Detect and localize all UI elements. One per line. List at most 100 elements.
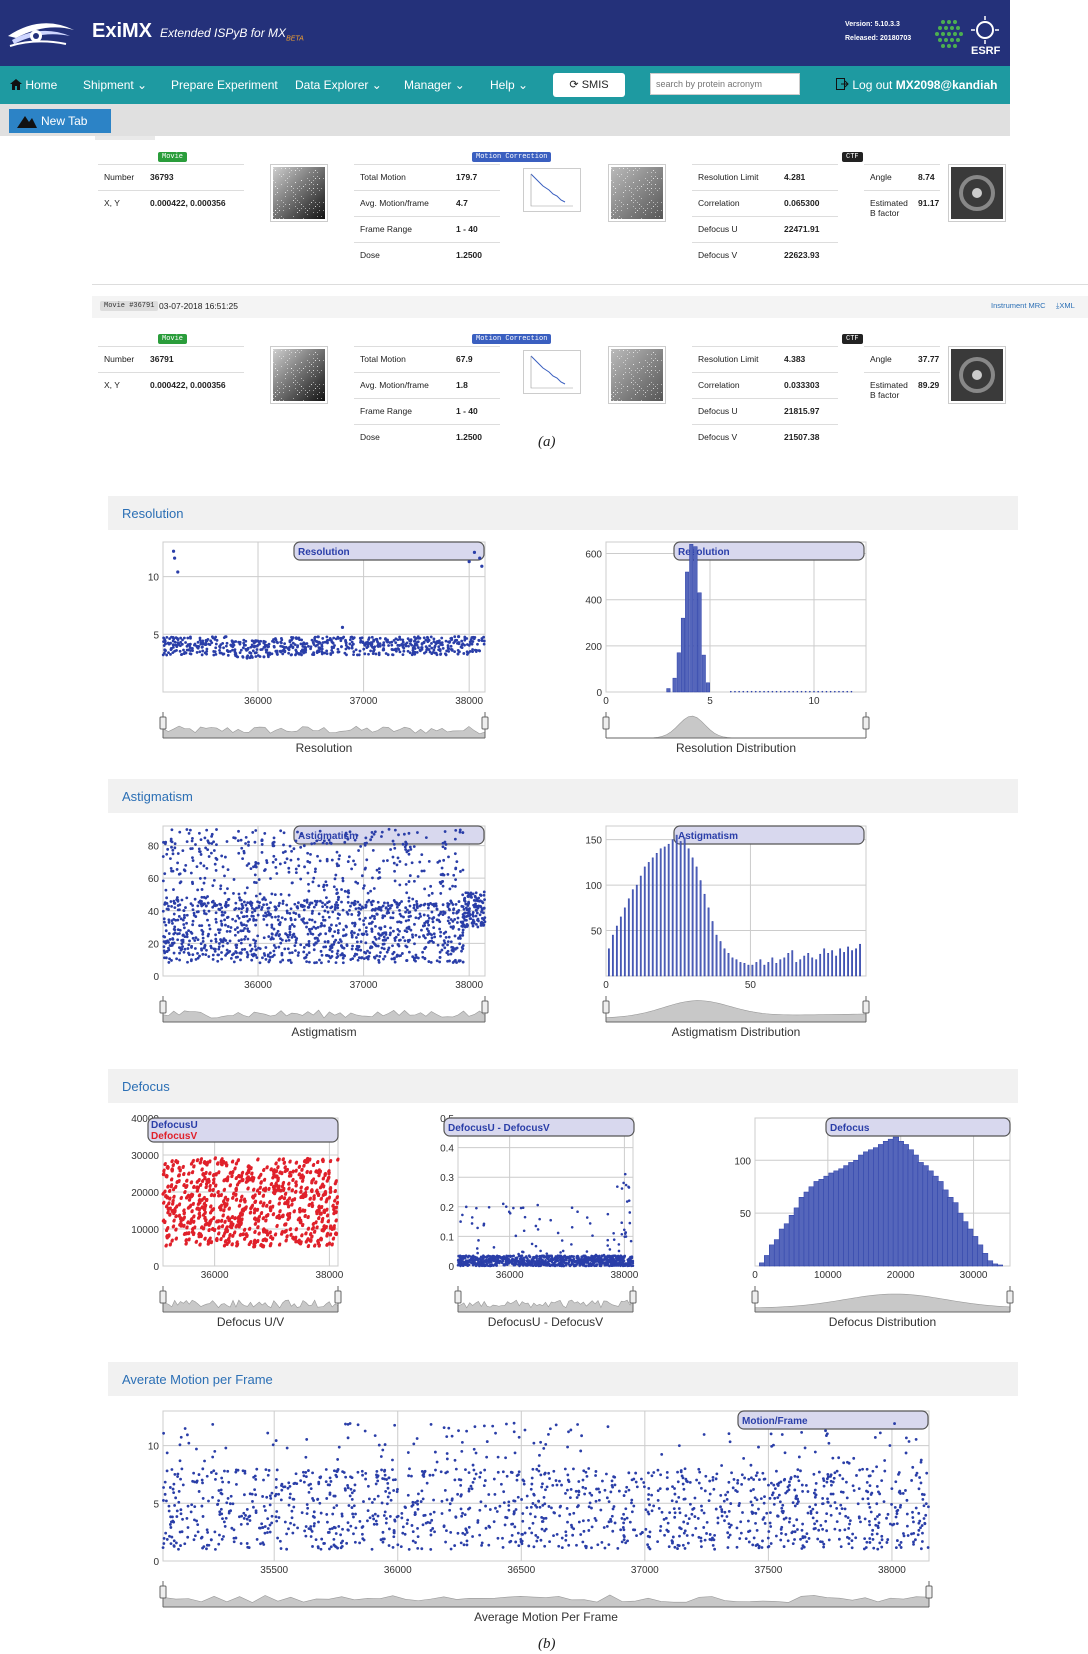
- data-point: [461, 1257, 464, 1260]
- data-point: [243, 947, 247, 951]
- data-point: [390, 903, 394, 907]
- histogram-bar: [783, 957, 786, 977]
- motion-drift-plot[interactable]: [523, 350, 581, 394]
- data-point: [607, 1254, 611, 1258]
- movie-thumbnail[interactable]: [270, 346, 328, 404]
- data-point: [444, 639, 448, 643]
- motion-corrected-thumbnail[interactable]: [608, 346, 666, 404]
- data-point: [578, 1258, 582, 1262]
- ctf-thumbnail[interactable]: [948, 164, 1006, 222]
- ctf-thumbnail[interactable]: [948, 346, 1006, 404]
- data-point: [391, 653, 395, 657]
- data-point: [324, 932, 328, 936]
- data-point: [187, 943, 191, 947]
- data-point: [281, 1214, 285, 1218]
- data-point: [216, 928, 220, 932]
- data-point: [252, 865, 255, 869]
- data-point: [627, 1257, 631, 1261]
- data-point: [165, 1227, 169, 1231]
- nav-prepare-experiment[interactable]: Prepare Experiment: [171, 78, 278, 92]
- nav-home[interactable]: Home: [10, 78, 57, 92]
- data-point: [295, 905, 299, 909]
- data-point: [350, 930, 354, 933]
- data-point: [177, 1174, 181, 1178]
- data-point: [268, 651, 272, 655]
- download-xml-link[interactable]: ⤓XML: [1056, 301, 1075, 310]
- data-point: [356, 933, 360, 936]
- value-resolution-limit: 4.383: [784, 354, 806, 364]
- data-point: [447, 640, 450, 644]
- data-point: [293, 1209, 296, 1213]
- logout-link[interactable]: Log out MX2098@kandiah: [836, 78, 997, 92]
- ctf-badge: CTF: [842, 334, 863, 344]
- motion-corrected-thumbnail[interactable]: [608, 164, 666, 222]
- data-point: [443, 652, 447, 656]
- nav-shipment[interactable]: Shipment ⌄: [83, 78, 148, 92]
- data-point: [592, 1259, 595, 1262]
- data-point: [287, 870, 291, 874]
- data-point: [556, 1231, 560, 1235]
- data-point: [166, 1210, 170, 1214]
- data-point: [461, 913, 465, 916]
- data-point: [393, 900, 397, 904]
- nav-help[interactable]: Help ⌄: [490, 78, 529, 92]
- data-point: [289, 1174, 293, 1178]
- data-point: [562, 1261, 566, 1264]
- data-point: [266, 1232, 270, 1236]
- data-point: [366, 640, 369, 644]
- data-point: [538, 1217, 541, 1221]
- data-point: [203, 1223, 207, 1227]
- data-point: [203, 1175, 207, 1179]
- tab-new-tab[interactable]: New Tab: [9, 109, 111, 133]
- histogram-bar: [675, 834, 678, 977]
- data-point: [322, 1210, 327, 1215]
- data-point: [544, 1263, 548, 1267]
- data-point: [319, 1238, 323, 1242]
- data-point: [181, 918, 185, 922]
- instrument-mrc-link[interactable]: Instrument MRC: [991, 301, 1046, 310]
- data-point: [604, 1255, 607, 1259]
- motion-drift-plot[interactable]: [523, 168, 581, 212]
- data-point: [236, 1219, 240, 1224]
- data-point: [256, 639, 260, 643]
- data-point: [599, 1264, 603, 1268]
- data-point: [302, 1164, 306, 1168]
- nav-manager[interactable]: Manager ⌄: [404, 78, 465, 92]
- data-point: [507, 1210, 511, 1214]
- data-point: [307, 944, 311, 948]
- data-point: [460, 924, 464, 928]
- data-point: [254, 948, 258, 952]
- value-bfactor: 89.29: [918, 380, 940, 390]
- data-point: [608, 1258, 611, 1262]
- data-point: [269, 1205, 273, 1209]
- data-point: [165, 1165, 169, 1170]
- data-point: [378, 933, 382, 937]
- data-point: [342, 946, 346, 950]
- data-point: [336, 1200, 340, 1204]
- data-point: [453, 650, 456, 654]
- data-point: [350, 913, 354, 916]
- search-input[interactable]: [650, 73, 800, 95]
- data-point: [365, 858, 369, 862]
- data-point: [271, 844, 275, 848]
- data-point: [227, 1236, 231, 1240]
- data-point: [477, 638, 481, 642]
- data-point: [473, 636, 477, 639]
- data-point: [509, 1260, 513, 1263]
- data-point: [217, 1225, 221, 1229]
- data-point: [334, 1211, 338, 1215]
- data-point: [320, 1211, 323, 1215]
- data-point: [846, 690, 849, 693]
- smis-button[interactable]: ⟳ SMIS: [553, 73, 625, 97]
- data-point: [388, 641, 392, 644]
- data-point: [528, 1254, 531, 1258]
- data-point: [284, 645, 288, 649]
- nav-data-explorer[interactable]: Data Explorer ⌄: [295, 78, 382, 92]
- data-point: [215, 1162, 220, 1166]
- data-point: [161, 909, 165, 913]
- movie-thumbnail[interactable]: [270, 164, 328, 222]
- data-point: [178, 946, 182, 950]
- data-point: [332, 636, 336, 640]
- data-point: [382, 957, 385, 961]
- data-point: [265, 861, 269, 865]
